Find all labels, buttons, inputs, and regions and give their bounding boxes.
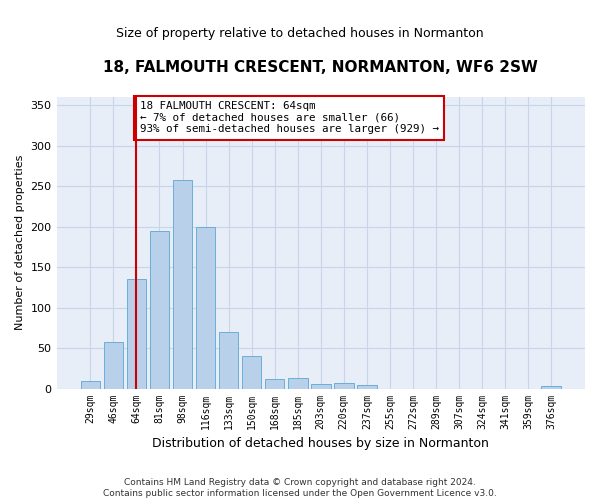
Bar [357, 386, 377, 388]
Bar [80, 382, 100, 388]
Bar [541, 386, 561, 388]
Bar [242, 356, 262, 388]
X-axis label: Distribution of detached houses by size in Normanton: Distribution of detached houses by size … [152, 437, 489, 450]
Bar [196, 226, 215, 388]
Y-axis label: Number of detached properties: Number of detached properties [15, 155, 25, 330]
Bar [173, 180, 193, 388]
Text: Size of property relative to detached houses in Normanton: Size of property relative to detached ho… [116, 28, 484, 40]
Bar [104, 342, 123, 388]
Text: 18 FALMOUTH CRESCENT: 64sqm
← 7% of detached houses are smaller (66)
93% of semi: 18 FALMOUTH CRESCENT: 64sqm ← 7% of deta… [140, 101, 439, 134]
Bar [288, 378, 308, 388]
Bar [334, 383, 353, 388]
Title: 18, FALMOUTH CRESCENT, NORMANTON, WF6 2SW: 18, FALMOUTH CRESCENT, NORMANTON, WF6 2S… [103, 60, 538, 75]
Bar [127, 279, 146, 388]
Text: Contains HM Land Registry data © Crown copyright and database right 2024.
Contai: Contains HM Land Registry data © Crown c… [103, 478, 497, 498]
Bar [149, 230, 169, 388]
Bar [311, 384, 331, 388]
Bar [219, 332, 238, 388]
Bar [265, 379, 284, 388]
